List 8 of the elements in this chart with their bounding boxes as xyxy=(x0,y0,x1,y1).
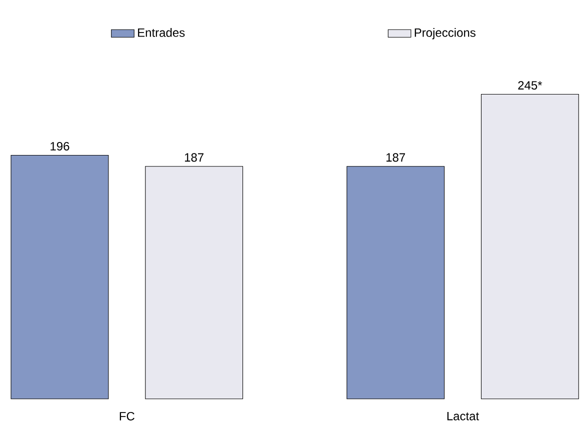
data-label: 187 xyxy=(386,153,405,162)
data-label: 187 xyxy=(184,153,204,162)
data-label: 245* xyxy=(518,80,542,90)
x-tick-label: FC xyxy=(120,412,134,420)
legend-label: Entrades xyxy=(138,28,185,37)
legend-label: Projeccions xyxy=(414,28,476,40)
x-tick-label: Lactat xyxy=(447,412,480,420)
data-label: 196 xyxy=(50,142,70,150)
